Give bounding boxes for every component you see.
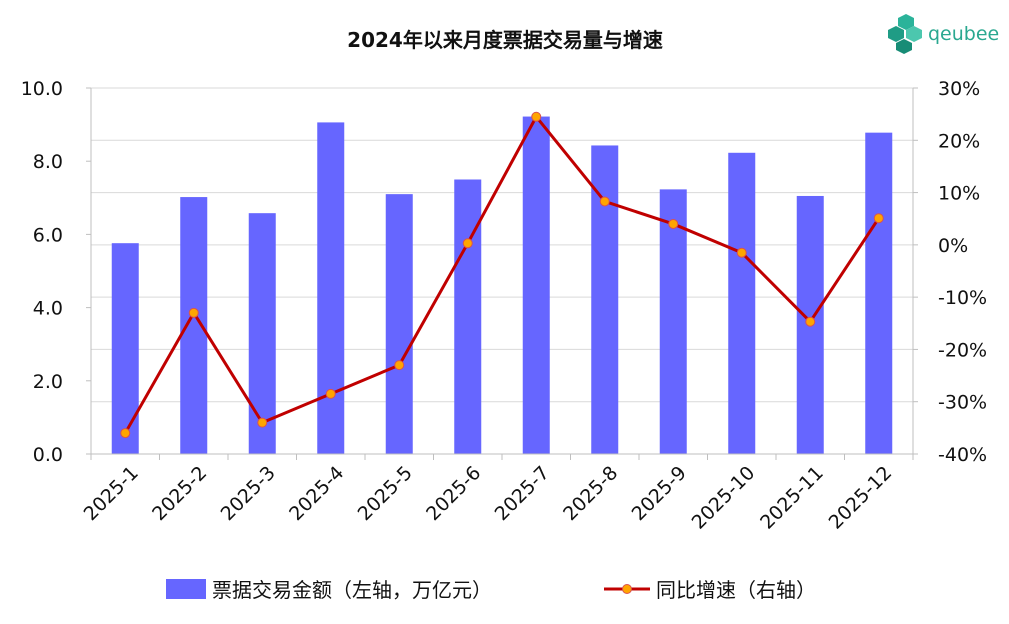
right-tick-label: -30% [938, 392, 987, 414]
logo-text: qeubee [928, 23, 999, 45]
legend: 票据交易金额（左轴，万亿元） 同比增速（右轴） [166, 578, 816, 602]
x-tick-label: 2025-3 [217, 462, 280, 525]
line-point [462, 238, 473, 249]
tick-labels: 0.0 2.0 4.0 6.0 8.0 10.0 -40% -30% -20% -10% 0% 10%… [21, 78, 987, 534]
line-point [257, 417, 268, 428]
line-point [120, 428, 131, 439]
legend-line-marker [622, 584, 632, 594]
x-tick-label: 2025-8 [559, 462, 622, 525]
growth-line [123, 115, 881, 434]
x-tick-label: 2025-2 [148, 462, 211, 525]
line-point [736, 247, 747, 258]
x-tick-label: 2025-4 [285, 462, 348, 525]
x-tick-label: 2025-12 [825, 462, 897, 534]
left-tick-label: 2.0 [33, 371, 63, 393]
legend-bar-label: 票据交易金额（左轴，万亿元） [212, 578, 492, 602]
qeubee-logo: qeubee [888, 14, 999, 54]
left-tick-label: 4.0 [33, 298, 63, 320]
right-tick-label: 0% [938, 235, 968, 257]
bar [522, 116, 550, 454]
chart-title: 2024年以来月度票据交易量与增速 [347, 28, 663, 52]
x-tick-label: 2025-5 [354, 462, 417, 525]
bar [385, 194, 413, 454]
bar [248, 213, 276, 454]
bar-series [111, 116, 893, 455]
line-point [873, 213, 884, 224]
x-tick-label: 2025-9 [628, 462, 691, 525]
x-tick-label: 2025-10 [688, 462, 760, 534]
x-tick-label: 2025-6 [422, 462, 485, 525]
bar [728, 152, 756, 455]
line-point [325, 388, 336, 399]
left-tick-label: 6.0 [33, 224, 63, 246]
left-tick-label: 10.0 [21, 78, 63, 100]
right-tick-label: -40% [938, 444, 987, 466]
grid-lines [91, 87, 913, 455]
left-tick-label: 0.0 [33, 444, 63, 466]
bar [317, 122, 345, 455]
line-point [394, 360, 405, 371]
bar [865, 132, 893, 455]
bar [111, 243, 139, 454]
legend-line-label: 同比增速（右轴） [656, 578, 816, 602]
line-point [668, 218, 679, 229]
bar [659, 189, 687, 454]
line-point [188, 307, 199, 318]
right-tick-label: 10% [938, 183, 980, 205]
line-point [599, 196, 610, 207]
x-tick-label: 2025-1 [80, 462, 143, 525]
right-tick-label: -20% [938, 339, 987, 361]
left-tick-label: 8.0 [33, 151, 63, 173]
logo-cube-icon [888, 14, 922, 54]
line-series [120, 111, 884, 439]
x-tick-label: 2025-11 [756, 462, 828, 534]
right-tick-label: 20% [938, 130, 980, 152]
right-tick-label: -10% [938, 287, 987, 309]
line-point [805, 316, 816, 327]
bar [454, 179, 482, 454]
x-tick-label: 2025-7 [491, 462, 554, 525]
line-point [531, 111, 542, 122]
right-tick-label: 30% [938, 78, 980, 100]
axes [86, 87, 918, 460]
legend-bar-swatch [166, 579, 206, 599]
